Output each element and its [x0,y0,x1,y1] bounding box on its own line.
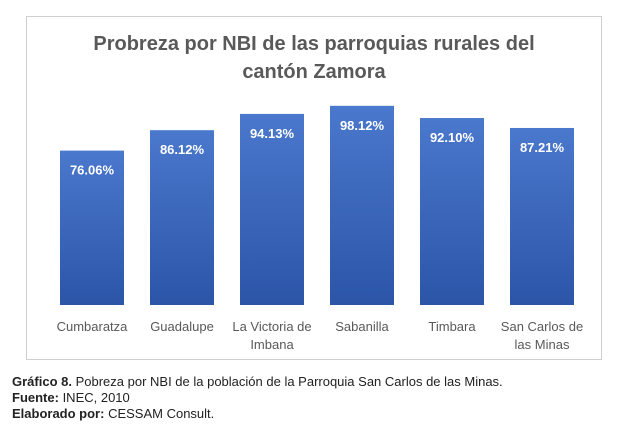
caption-source-label: Fuente: [12,390,59,405]
data-label-0: 76.06% [70,163,115,178]
data-label-1: 86.12% [160,142,205,157]
data-label-4: 92.10% [430,130,475,145]
bar-4 [420,118,484,305]
chart-title-line-1: Probreza por NBI de las parroquias rural… [93,33,535,55]
chart-title: Probreza por NBI de las parroquias rural… [26,30,602,86]
x-tick-label-1: Guadalupe [150,319,214,334]
chart-title-line-2: cantón Zamora [242,61,386,83]
data-label-3: 98.12% [340,118,385,133]
x-tick-label-5: San Carlos de las Minas [501,319,583,352]
caption-figure-text: Pobreza por NBI de la población de la Pa… [71,374,503,389]
data-label-2: 94.13% [250,126,295,141]
caption-author-label: Elaborado por: [12,406,105,421]
bar-3 [330,105,394,305]
bar-2 [240,113,304,305]
data-label-5: 87.21% [520,140,565,155]
bar-0 [60,150,124,305]
x-tick-label-2: La Victoria de Imbana [232,319,311,352]
caption-source-text: INEC, 2010 [58,390,130,405]
caption-author-line: Elaborado por: CESSAM Consult. [12,406,503,422]
x-tick-label-0: Cumbaratza [57,319,129,334]
figure-caption: Gráfico 8. Pobreza por NBI de la poblaci… [12,374,503,422]
caption-figure-label: Gráfico 8. [12,374,72,389]
caption-author-text: CESSAM Consult. [104,406,215,421]
x-tick-label-4: Timbara [428,319,476,334]
x-tick-label-3: Sabanilla [335,319,389,334]
bar-5 [510,127,574,305]
caption-figure-line: Gráfico 8. Pobreza por NBI de la poblaci… [12,374,503,390]
bar-1 [150,130,214,305]
caption-source-line: Fuente: INEC, 2010 [12,390,503,406]
